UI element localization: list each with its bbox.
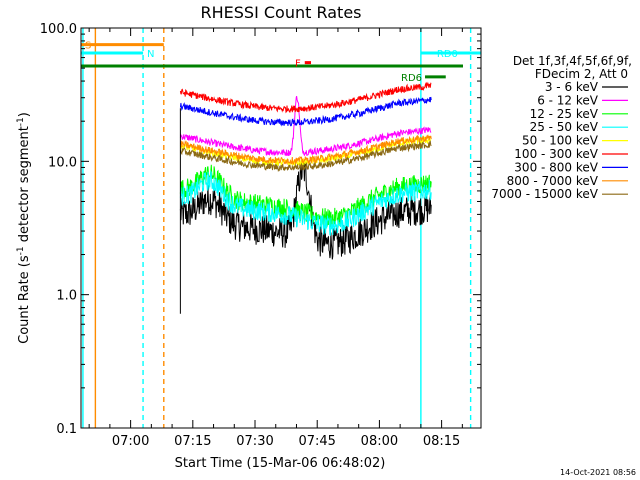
flag-label-RD0: RD0: [437, 49, 458, 60]
legend-header-line-1: Det 1f,3f,4f,5f,6f,9f,: [513, 54, 632, 68]
plot-frame: [80, 27, 482, 429]
series-line-6: [179, 96, 432, 127]
legend-label: 7000 - 15000 keV: [491, 187, 598, 201]
flag-label-S: S: [85, 41, 91, 52]
x-axis-label: Start Time (15-Mar-06 06:48:02): [175, 456, 386, 471]
series-line-5: [179, 81, 432, 114]
legend-label: 50 - 100 keV: [522, 134, 599, 148]
series-group: [179, 81, 432, 314]
legend-label: 300 - 800 keV: [514, 160, 598, 174]
series-line-7: [179, 134, 432, 166]
series-line-3: [179, 169, 432, 237]
series-line-8: [179, 140, 432, 173]
x-tick-label: 07:15: [174, 434, 211, 449]
x-tick-label: 08:00: [361, 434, 398, 449]
timestamp: 14-Oct-2021 08:56: [560, 468, 636, 477]
x-tick-label: 07:00: [112, 434, 149, 449]
flag-bars: S N F RD0 RD6: [81, 41, 481, 84]
y-tick-label: 1.0: [56, 289, 77, 304]
y-axis-label: Count Rate (s-1 detector segment-1): [16, 112, 32, 344]
x-tick-label: 08:15: [423, 434, 460, 449]
legend-label: 3 - 6 keV: [545, 80, 599, 94]
x-tick-label: 07:45: [298, 434, 335, 449]
y-tick-label: 10.0: [48, 155, 77, 170]
series-line-2: [179, 164, 432, 229]
y-tick-label: 100.0: [40, 22, 77, 37]
x-tick-label: 07:30: [236, 434, 273, 449]
background-flag-lines: [81, 28, 472, 428]
chart-title: RHESSI Count Rates: [201, 3, 362, 22]
y-axis: 0.1 1.0 10.0 100.0: [40, 22, 481, 437]
y-tick-label: 0.1: [56, 422, 77, 437]
legend-label: 100 - 300 keV: [514, 147, 598, 161]
x-axis: 07:00 07:15 07:30 07:45 08:00 08:15: [88, 28, 463, 449]
series-line-1: [179, 95, 432, 157]
legend-label: 25 - 50 keV: [530, 120, 599, 134]
flag-label-N: N: [147, 49, 154, 60]
legend-header-line-2: FDecim 2, Att 0: [535, 67, 628, 81]
legend-label: 6 - 12 keV: [537, 93, 599, 107]
legend: Det 1f,3f,4f,5f,6f,9f, FDecim 2, Att 0 3…: [491, 54, 632, 201]
flag-label-RD6: RD6: [401, 73, 422, 84]
legend-label: 12 - 25 keV: [530, 107, 599, 121]
legend-label: 800 - 7000 keV: [507, 174, 599, 188]
flag-label-F: F: [295, 59, 301, 70]
